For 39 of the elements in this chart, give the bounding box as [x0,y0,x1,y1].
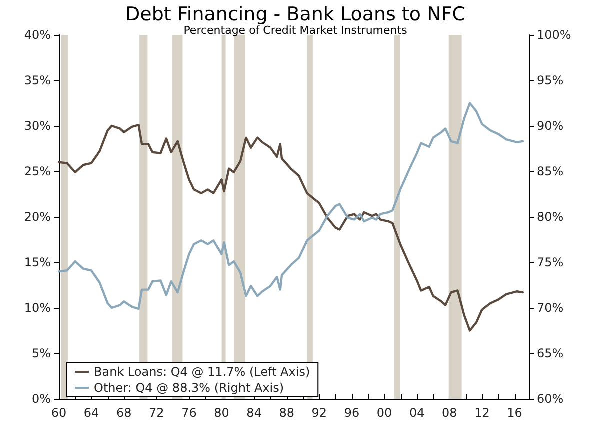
y2-tick-label: 60% [537,392,564,406]
y2-tick-label: 70% [537,301,564,315]
y-tick-label: 0% [32,392,51,406]
line-series [58,124,524,332]
y-tick-label: 40% [24,28,51,42]
chart-title: Debt Financing - Bank Loans to NFC [126,4,466,26]
line-series [58,102,524,310]
x-tick-label: 76 [182,406,197,420]
y-tick-label: 25% [24,164,51,178]
x-tick-label: 68 [116,406,132,420]
x-tick-label: 08 [442,406,458,420]
legend-label: Bank Loans: Q4 @ 11.7% (Left Axis) [94,365,310,379]
y2-tick-label: 90% [537,119,564,133]
x-tick-label: 88 [279,406,295,420]
y-tick-label: 15% [24,256,51,270]
x-tick-label: 16 [507,406,522,420]
y-tick-label: 35% [24,74,51,88]
y-tick-label: 20% [24,210,51,224]
x-tick-label: 04 [409,406,425,420]
x-tick-label: 72 [149,406,164,420]
x-tick-label: 64 [84,406,100,420]
y-tick-label: 10% [24,301,51,315]
x-tick-label: 84 [246,406,262,420]
x-tick-label: 00 [376,406,392,420]
y-tick-label: 30% [24,119,51,133]
x-tick-label: 12 [474,406,490,420]
x-tick-label: 80 [214,406,230,420]
y-tick-label: 5% [32,346,51,360]
y2-tick-label: 95% [537,74,564,88]
y2-tick-label: 75% [537,256,564,270]
legend-label: Other: Q4 @ 88.3% (Right Axis) [94,381,284,395]
y2-tick-label: 65% [537,346,564,360]
x-tick-label: 92 [312,406,328,420]
y2-tick-label: 85% [537,164,564,178]
chart-subtitle: Percentage of Credit Market Instruments [184,24,408,37]
x-tick-label: 96 [344,406,360,420]
y2-tick-label: 100% [537,28,572,42]
y2-tick-label: 80% [537,210,564,224]
x-tick-label: 60 [51,406,67,420]
